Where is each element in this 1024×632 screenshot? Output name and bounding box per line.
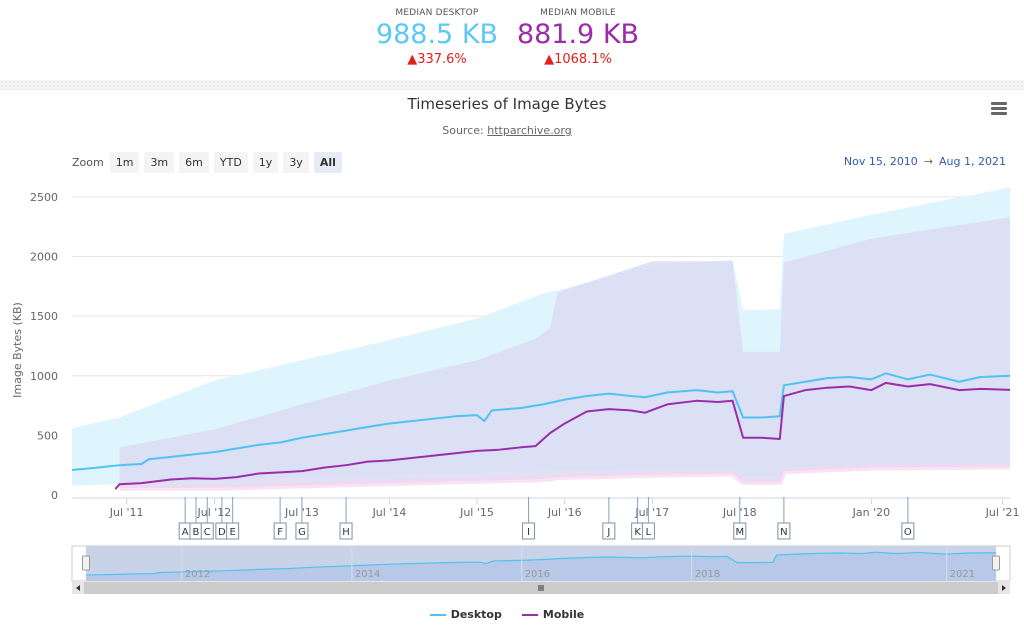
flag-box-M	[733, 522, 747, 540]
legend: Desktop Mobile	[0, 608, 1014, 621]
zoom-button-1y[interactable]: 1y	[252, 152, 279, 173]
x-tick-label-2015-07-01: Jul '15	[459, 506, 494, 519]
navigator-label-2016: 2016	[525, 569, 550, 580]
flag-label-A: A	[182, 527, 189, 538]
range-from[interactable]: Nov 15, 2010	[843, 155, 918, 168]
flag-label-N: N	[780, 527, 787, 538]
range-arrow: →	[923, 155, 934, 168]
metric-mobile-value: 881.9 KB	[516, 19, 640, 50]
metric-mobile: MEDIAN MOBILE 881.9 KB ▲1068.1%	[508, 8, 648, 67]
flag-box-F	[273, 522, 287, 540]
navigator-label-2012: 2012	[185, 569, 210, 580]
legend-label-mobile: Mobile	[542, 608, 585, 621]
flag-box-L	[641, 522, 655, 540]
x-tick-label-2020-01-01: Jan '20	[852, 506, 890, 519]
x-tick-label-2012-07-01: Jul '12	[197, 506, 232, 519]
y-tick-label-500: 500	[37, 429, 58, 442]
zoom-button-all[interactable]: All	[313, 152, 342, 173]
metric-mobile-change: ▲1068.1%	[544, 52, 612, 67]
metric-desktop-value: 988.5 KB	[375, 19, 499, 50]
legend-label-desktop: Desktop	[450, 608, 502, 621]
flag-box-N	[777, 522, 791, 540]
flag-label-D: D	[218, 527, 226, 538]
legend-item-desktop[interactable]: Desktop	[429, 608, 502, 621]
flag-label-O: O	[904, 527, 912, 538]
x-tick-label-2017-07-01: Jul '17	[634, 506, 669, 519]
navigator-label-2018: 2018	[695, 569, 720, 580]
date-range[interactable]: Nov 15, 2010 → Aug 1, 2021	[844, 155, 1006, 168]
flag-label-G: G	[298, 527, 306, 538]
navigator-label-2014: 2014	[355, 569, 380, 580]
flag-box-E	[226, 522, 240, 540]
metric-mobile-label: MEDIAN MOBILE	[540, 8, 616, 18]
y-tick-label-1000: 1000	[30, 370, 58, 383]
navigator-line	[85, 551, 997, 576]
zoom-label: Zoom	[72, 156, 104, 169]
navigator-handle-left[interactable]	[82, 555, 90, 571]
chart-svg: 0 500 1000 1500 2000 2500 Image Bytes (KB) Jul …	[11, 187, 1020, 594]
flag-box-C	[200, 522, 214, 540]
flag-box-O	[901, 522, 915, 540]
zoom-button-6m[interactable]: 6m	[179, 152, 209, 173]
legend-item-mobile[interactable]: Mobile	[521, 608, 585, 621]
y-tick-label-1500: 1500	[30, 310, 58, 323]
x-tick-label-2011-07-01: Jul '11	[109, 506, 144, 519]
band-mobile	[119, 217, 1010, 488]
hamburger-menu-icon[interactable]	[988, 100, 1010, 118]
zoom-controls: Zoom 1m 3m 6m YTD 1y 3y All	[72, 152, 347, 173]
band-floor-mobile	[119, 463, 1011, 491]
x-tick-label-2021-07-01: Jul '21	[985, 506, 1020, 519]
y-tick-label-0: 0	[51, 489, 58, 502]
zoom-button-3m[interactable]: 3m	[144, 152, 175, 173]
flag-label-B: B	[193, 527, 200, 538]
flag-label-H: H	[342, 527, 350, 538]
header-band	[0, 0, 1024, 90]
flag-box-I	[522, 522, 536, 540]
range-to[interactable]: Aug 1, 2021	[939, 155, 1006, 168]
flag-label-I: I	[527, 527, 530, 538]
y-tick-label-2000: 2000	[30, 251, 58, 264]
metric-desktop-label: MEDIAN DESKTOP	[395, 8, 479, 18]
scroll-left-arrow-icon	[76, 585, 80, 591]
zoom-button-1m[interactable]: 1m	[109, 152, 140, 173]
chart-subtitle: Source: httparchive.org	[0, 124, 1014, 137]
navigator-handle-right[interactable]	[992, 555, 1000, 571]
flag-label-F: F	[277, 527, 283, 538]
navigator-label-2021: 2021	[950, 569, 975, 580]
chart-title: Timeseries of Image Bytes	[407, 95, 607, 113]
x-tick-label-2016-07-01: Jul '16	[547, 506, 582, 519]
legend-swatch-mobile	[521, 613, 538, 616]
y-axis-title: Image Bytes (KB)	[11, 302, 24, 398]
scroll-right-arrow-icon	[1002, 585, 1006, 591]
zoom-button-3y[interactable]: 3y	[283, 152, 309, 173]
y-tick-label-2500: 2500	[30, 191, 58, 204]
source-link[interactable]: httparchive.org	[487, 124, 572, 137]
flag-label-K: K	[634, 527, 641, 538]
metric-desktop-change: ▲337.6%	[407, 52, 467, 67]
header-background	[0, 0, 1024, 80]
flag-label-J: J	[606, 527, 610, 538]
flag-box-J	[602, 522, 616, 540]
metric-desktop: MEDIAN DESKTOP 988.5 KB ▲337.6%	[367, 8, 507, 67]
flag-label-C: C	[204, 527, 211, 538]
x-tick-label-2014-07-01: Jul '14	[372, 506, 407, 519]
flag-box-H	[339, 522, 353, 540]
zoom-button-ytd[interactable]: YTD	[213, 152, 248, 173]
flag-label-M: M	[735, 527, 744, 538]
flag-label-E: E	[229, 527, 235, 538]
flag-label-L: L	[646, 527, 652, 538]
legend-swatch-desktop	[429, 613, 446, 616]
navigator-area	[86, 552, 996, 581]
flag-box-G	[295, 522, 309, 540]
subtitle-prefix: Source:	[442, 124, 488, 137]
